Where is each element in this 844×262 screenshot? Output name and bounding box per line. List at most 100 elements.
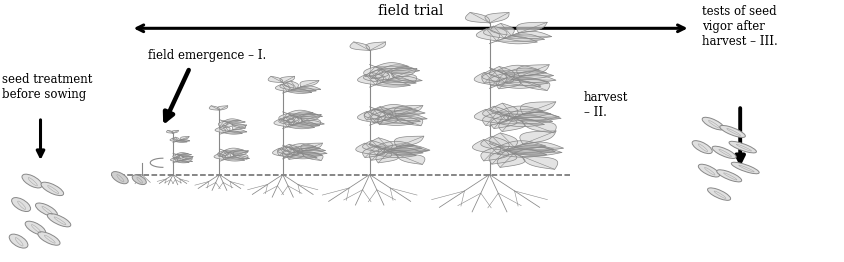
Ellipse shape xyxy=(729,141,756,153)
Ellipse shape xyxy=(35,203,57,216)
Polygon shape xyxy=(176,161,189,163)
Polygon shape xyxy=(390,145,430,152)
Polygon shape xyxy=(392,73,417,82)
Polygon shape xyxy=(389,109,425,116)
Text: harvest
– II.: harvest – II. xyxy=(584,91,629,119)
Polygon shape xyxy=(298,150,327,155)
Ellipse shape xyxy=(12,198,30,211)
Polygon shape xyxy=(490,67,515,79)
Ellipse shape xyxy=(38,232,60,245)
Polygon shape xyxy=(170,138,176,141)
Polygon shape xyxy=(292,88,316,92)
Polygon shape xyxy=(375,71,394,81)
Polygon shape xyxy=(491,103,518,117)
Polygon shape xyxy=(219,126,230,131)
Polygon shape xyxy=(506,115,553,123)
Polygon shape xyxy=(296,86,321,90)
Polygon shape xyxy=(219,121,228,126)
Polygon shape xyxy=(209,106,219,110)
Polygon shape xyxy=(232,124,246,128)
Polygon shape xyxy=(376,119,414,125)
Polygon shape xyxy=(176,153,188,155)
Polygon shape xyxy=(474,109,501,123)
Polygon shape xyxy=(498,141,545,149)
Polygon shape xyxy=(490,133,517,147)
Polygon shape xyxy=(224,119,241,122)
Polygon shape xyxy=(383,148,423,155)
Polygon shape xyxy=(180,160,192,162)
Ellipse shape xyxy=(720,125,745,138)
Polygon shape xyxy=(287,151,304,159)
Text: seed treatment
before sowing: seed treatment before sowing xyxy=(2,73,92,101)
Ellipse shape xyxy=(712,146,736,159)
Polygon shape xyxy=(350,42,370,51)
Polygon shape xyxy=(498,118,544,127)
Polygon shape xyxy=(522,121,556,133)
Polygon shape xyxy=(484,26,507,38)
Polygon shape xyxy=(371,112,392,122)
Polygon shape xyxy=(181,137,189,140)
Polygon shape xyxy=(364,109,386,120)
Polygon shape xyxy=(394,106,423,115)
Polygon shape xyxy=(355,143,379,155)
Ellipse shape xyxy=(47,214,71,227)
Polygon shape xyxy=(381,79,416,85)
Polygon shape xyxy=(521,102,556,114)
Ellipse shape xyxy=(707,188,731,200)
Polygon shape xyxy=(176,155,183,159)
Polygon shape xyxy=(514,112,559,120)
Polygon shape xyxy=(483,112,509,125)
Polygon shape xyxy=(370,70,390,80)
Polygon shape xyxy=(182,156,192,159)
Polygon shape xyxy=(300,143,322,151)
Polygon shape xyxy=(283,149,299,157)
Polygon shape xyxy=(482,69,507,83)
Polygon shape xyxy=(514,147,562,156)
Ellipse shape xyxy=(25,221,46,235)
Polygon shape xyxy=(174,157,181,161)
Polygon shape xyxy=(364,67,383,77)
Polygon shape xyxy=(223,123,233,128)
Polygon shape xyxy=(506,145,555,154)
Polygon shape xyxy=(511,71,554,78)
Polygon shape xyxy=(228,120,245,123)
Polygon shape xyxy=(383,116,420,123)
Polygon shape xyxy=(376,81,410,87)
Polygon shape xyxy=(224,131,242,134)
Polygon shape xyxy=(390,146,428,153)
Polygon shape xyxy=(215,127,225,133)
Polygon shape xyxy=(284,81,299,88)
Polygon shape xyxy=(284,115,299,123)
Polygon shape xyxy=(381,65,414,71)
Polygon shape xyxy=(490,115,517,129)
Polygon shape xyxy=(297,121,324,125)
Polygon shape xyxy=(288,154,317,159)
Polygon shape xyxy=(358,74,377,85)
Polygon shape xyxy=(292,122,319,127)
Polygon shape xyxy=(183,156,193,160)
Polygon shape xyxy=(222,152,234,158)
Polygon shape xyxy=(370,69,388,79)
Polygon shape xyxy=(173,137,179,141)
Polygon shape xyxy=(287,110,313,115)
Polygon shape xyxy=(278,146,295,155)
Polygon shape xyxy=(512,75,556,82)
Polygon shape xyxy=(517,22,547,33)
Polygon shape xyxy=(391,68,417,78)
Polygon shape xyxy=(394,136,424,147)
Polygon shape xyxy=(497,37,538,44)
Polygon shape xyxy=(300,114,322,122)
Polygon shape xyxy=(370,149,392,160)
Polygon shape xyxy=(229,156,249,159)
Polygon shape xyxy=(166,130,173,133)
Polygon shape xyxy=(396,154,425,164)
Polygon shape xyxy=(280,76,295,83)
Polygon shape xyxy=(176,140,187,142)
Polygon shape xyxy=(363,146,385,158)
Polygon shape xyxy=(366,42,386,51)
Polygon shape xyxy=(376,151,416,157)
Polygon shape xyxy=(387,67,419,73)
Polygon shape xyxy=(288,144,316,149)
Polygon shape xyxy=(232,125,246,130)
Polygon shape xyxy=(287,89,311,94)
